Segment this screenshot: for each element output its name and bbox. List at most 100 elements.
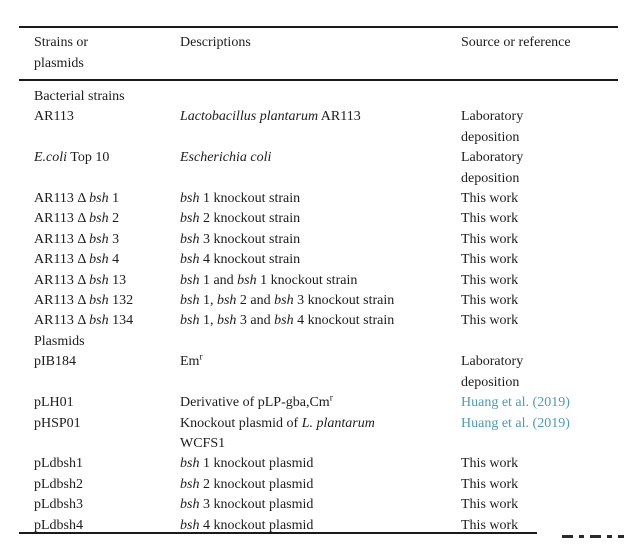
italic-term: bsh <box>180 272 200 288</box>
text-segment: pLdbsh4 <box>34 517 83 533</box>
text-segment: This work <box>461 456 519 472</box>
text-segment: 4 <box>108 252 120 268</box>
source-cell: This work <box>461 209 618 229</box>
table-row: AR113 Δ bsh 3 bsh 3 knockout strain This w… <box>34 230 618 250</box>
source-cell: Huang et al. (2019) <box>461 393 618 413</box>
table-row: AR113 Δ bsh 2 bsh 2 knockout strain This w… <box>34 209 618 229</box>
text-segment: Laboratory <box>461 150 524 166</box>
italic-term: bsh <box>180 211 200 227</box>
text-segment: 1 <box>108 191 120 207</box>
description-cell: bsh 1 knockout plasmid <box>180 454 461 474</box>
strain-name-cell: pLdbsh3 <box>34 495 180 515</box>
column-header-source-or-reference: Source or reference <box>461 35 571 50</box>
strain-name-cell: pLdbsh2 <box>34 475 180 495</box>
text-segment: deposition <box>461 170 520 186</box>
text-segment: 1 knockout strain <box>199 191 301 207</box>
section-row: Bacterial strains <box>34 87 618 107</box>
text-segment: This work <box>461 231 519 247</box>
text-segment: 2 and <box>236 293 275 309</box>
text-segment: AR113 <box>318 109 361 125</box>
strain-name-cell: AR113 Δ bsh 134 <box>34 311 180 331</box>
text-segment: This work <box>461 293 519 309</box>
text-segment: Huang et al. (2019) <box>461 395 570 411</box>
strain-name-cell: E.coli Top 10 <box>34 148 180 168</box>
description-cell: bsh 1 knockout strain <box>180 189 461 209</box>
italic-term: bsh <box>89 231 109 247</box>
text-segment: 4 knockout strain <box>199 252 301 268</box>
description-cell: bsh 2 knockout plasmid <box>180 475 461 495</box>
strain-name-cell: pLH01 <box>34 393 180 413</box>
strain-name-cell: AR113 Δ bsh 13 <box>34 271 180 291</box>
italic-term: bsh <box>180 517 200 533</box>
text-segment: 3 knockout strain <box>293 293 395 309</box>
superscript-term: r <box>329 393 333 404</box>
italic-term: Lactobacillus plantarum <box>180 109 319 125</box>
text-segment: pLdbsh3 <box>34 497 83 513</box>
description-cell: bsh 3 knockout strain <box>180 230 461 250</box>
table-row: E.coli Top 10 Escherichia coli Laboratory d… <box>34 148 618 189</box>
table-row: pHSP01 Knockout plasmid of L. plantarum WC… <box>34 414 618 455</box>
table-row: pLdbsh1 bsh 1 knockout plasmid This work <box>34 454 618 474</box>
italic-term: bsh <box>180 476 200 492</box>
italic-term: bsh <box>89 272 109 288</box>
text-segment: pIB184 <box>34 354 76 370</box>
text-segment: AR113 Δ <box>34 191 90 207</box>
citation-link[interactable]: Huang et al. (2019) <box>461 395 570 410</box>
description-cell: bsh 1, bsh 3 and bsh 4 knockout strain <box>180 311 461 331</box>
text-segment: Knockout plasmid of <box>180 415 302 431</box>
description-cell: bsh 1 and bsh 1 knockout strain <box>180 271 461 291</box>
text-segment: Laboratory <box>461 109 524 125</box>
description-cell: bsh 2 knockout strain <box>180 209 461 229</box>
text-segment: 1 and <box>199 272 238 288</box>
table-row: pIB184 Emr Laboratory deposition <box>34 352 618 393</box>
text-segment: This work <box>461 476 519 492</box>
strain-name-cell: AR113 Δ bsh 3 <box>34 230 180 250</box>
table-header-row: Strains or plasmids Descriptions Source … <box>19 26 618 81</box>
italic-term: bsh <box>89 191 109 207</box>
text-segment: This work <box>461 497 519 513</box>
source-cell: Laboratory deposition <box>461 107 618 148</box>
source-cell: This work <box>461 230 618 250</box>
text-segment: 13 <box>108 272 127 288</box>
source-cell: Huang et al. (2019) <box>461 414 618 434</box>
text-segment: 1 knockout strain <box>256 272 358 288</box>
description-cell: bsh 4 knockout strain <box>180 250 461 270</box>
strain-name-cell: pIB184 <box>34 352 180 372</box>
text-segment: Derivative of pLP-gba,Cm <box>180 395 330 411</box>
text-segment: 1, <box>199 313 217 329</box>
italic-term: E.coli <box>34 150 68 166</box>
strain-name-cell: AR113 <box>34 107 180 127</box>
source-cell: This work <box>461 495 618 515</box>
text-segment: 3 knockout strain <box>199 231 301 247</box>
column-header-descriptions: Descriptions <box>180 35 251 50</box>
italic-term: bsh <box>89 293 109 309</box>
text-segment: Laboratory <box>461 354 524 370</box>
text-segment: 3 <box>108 231 120 247</box>
italic-term: bsh <box>180 456 200 472</box>
italic-term: bsh <box>180 191 200 207</box>
cropped-text-artifact <box>562 535 624 538</box>
section-label: Bacterial strains <box>34 89 125 104</box>
table-row: AR113 Δ bsh 4 bsh 4 knockout strain This w… <box>34 250 618 270</box>
text-segment: AR113 Δ <box>34 313 90 329</box>
text-segment: Huang et al. (2019) <box>461 415 570 431</box>
italic-term: bsh <box>180 252 200 268</box>
strain-name-cell: AR113 Δ bsh 2 <box>34 209 180 229</box>
text-segment: 134 <box>108 313 134 329</box>
description-cell: Escherichia coli <box>180 148 461 168</box>
text-segment: 132 <box>108 293 134 309</box>
text-segment: This work <box>461 211 519 227</box>
table-row: pLdbsh2 bsh 2 knockout plasmid This work <box>34 475 618 495</box>
text-segment: AR113 Δ <box>34 293 90 309</box>
text-segment: AR113 Δ <box>34 272 90 288</box>
italic-term: bsh <box>274 313 294 329</box>
text-segment: 4 knockout strain <box>293 313 395 329</box>
strain-name-cell: pHSP01 <box>34 414 180 434</box>
table-row: pLdbsh3 bsh 3 knockout plasmid This work <box>34 495 618 515</box>
text-segment: AR113 Δ <box>34 211 90 227</box>
text-segment: 2 <box>108 211 120 227</box>
table-row: AR113 Lactobacillus plantarum AR113 Labora… <box>34 107 618 148</box>
citation-link[interactable]: Huang et al. (2019) <box>461 416 570 431</box>
source-cell: This work <box>461 475 618 495</box>
italic-term: bsh <box>180 497 200 513</box>
